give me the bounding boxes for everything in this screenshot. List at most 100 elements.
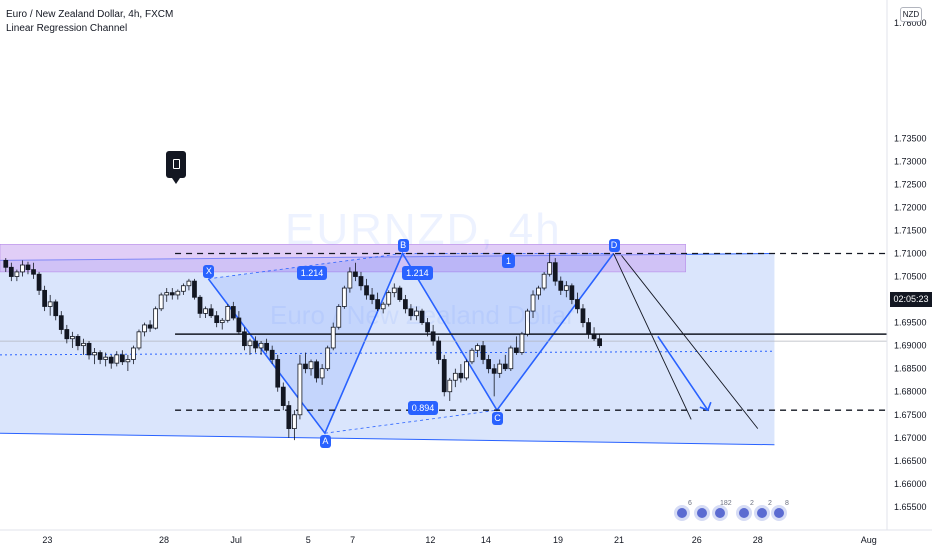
time-axis-label: 7 [350, 535, 355, 545]
price-axis-label: 1.67000 [894, 433, 927, 443]
candle-up [391, 287, 397, 294]
candle-down [25, 264, 31, 271]
candle-up [497, 363, 503, 374]
candle-down [552, 262, 558, 282]
event-icon-6[interactable] [770, 504, 788, 522]
resistance-zone [0, 244, 686, 273]
economic-events[interactable]: 6 182 2 2 8 [673, 500, 793, 524]
candle-down [591, 333, 597, 340]
last-price-countdown: 02:05:23 [890, 292, 932, 307]
ratio-label[interactable]: 0.894 [407, 400, 439, 415]
symbol-title[interactable]: Euro / New Zealand Dollar, 4h, FXCM [6, 9, 174, 20]
candle-down [358, 276, 364, 287]
candle-down [119, 354, 125, 363]
candle-down [436, 340, 442, 360]
time-axis-label: 23 [42, 535, 52, 545]
ratio-label[interactable]: 1.214 [296, 265, 328, 280]
time-axis-label: 21 [614, 535, 624, 545]
candle-down [425, 322, 430, 333]
candle-down [402, 299, 408, 310]
candle-up [464, 361, 469, 379]
candle-down [502, 363, 508, 370]
candle-up [258, 342, 264, 349]
candle-up [125, 359, 131, 363]
candle-down [64, 329, 70, 340]
price-axis-label: 1.68500 [894, 364, 927, 374]
price-axis-label: 1.68000 [894, 387, 927, 397]
candle-down [280, 386, 286, 406]
candle-down [3, 259, 9, 268]
event-icon-2[interactable] [693, 504, 711, 522]
candle-up [47, 301, 53, 307]
candle-up [203, 308, 208, 314]
candle-up [530, 294, 536, 312]
candle-down [42, 289, 48, 307]
candle-up [225, 306, 231, 321]
candle-up [380, 303, 386, 310]
candle-up [70, 336, 75, 340]
candle-down [580, 308, 586, 324]
event-count-4: 2 [768, 500, 772, 507]
pattern-point-x[interactable]: X [203, 264, 215, 278]
event-icon-5[interactable] [753, 504, 771, 522]
candle-down [514, 347, 519, 353]
indicator-name[interactable]: Linear Regression Channel [6, 23, 128, 34]
candle-up [219, 319, 225, 324]
price-axis-label: 1.66500 [894, 456, 927, 466]
pattern-point-c[interactable]: C [491, 412, 503, 426]
candle-up [536, 287, 541, 296]
candle-up [175, 290, 181, 296]
event-count-1: 6 [688, 500, 692, 507]
price-axis-label: 1.71000 [894, 248, 927, 258]
candle-down [253, 340, 258, 349]
candle-up [136, 331, 142, 349]
pattern-point-a[interactable]: A [319, 435, 331, 449]
candle-down [286, 405, 292, 430]
event-icon-3[interactable] [711, 504, 729, 522]
channel-mid-line [0, 350, 775, 356]
candle-down [569, 285, 575, 300]
candle-down [169, 292, 175, 296]
ratio-label[interactable]: 1.214 [402, 265, 433, 280]
candle-up [142, 324, 147, 333]
symbol-watermark-sub: Euro / New Zealand Dollar [270, 300, 575, 330]
candle-down [586, 322, 591, 335]
pattern-point-d[interactable]: D [608, 239, 620, 253]
candle-up [103, 356, 109, 360]
candle-up [330, 326, 336, 349]
candle-up [186, 280, 192, 287]
projection-line-2 [621, 255, 759, 429]
candle-down [314, 361, 319, 379]
candle-down [75, 336, 81, 347]
projection-arrowhead [699, 401, 712, 412]
candle-up [519, 333, 525, 353]
candle-up [81, 342, 86, 347]
time-axis-label: Aug [861, 535, 877, 545]
candle-up [475, 345, 480, 351]
time-axis-label: 12 [425, 535, 435, 545]
candle-up [469, 349, 475, 363]
candle-up [153, 308, 158, 329]
channel-lower-line [0, 432, 775, 446]
candle-down [147, 324, 153, 329]
signal-marker-icon[interactable] [166, 151, 186, 184]
time-axis-label: 19 [553, 535, 563, 545]
candle-down [86, 342, 92, 356]
price-axis-label: 1.72000 [894, 202, 927, 212]
event-icon-1[interactable] [673, 504, 691, 522]
candle-up [386, 292, 392, 305]
candle-down [8, 266, 14, 277]
event-icon-4[interactable] [735, 504, 753, 522]
candle-down [53, 301, 59, 317]
candle-down [375, 299, 380, 310]
candle-down [491, 368, 497, 374]
ratio-line-ac [324, 409, 498, 434]
currency-button[interactable]: NZD [900, 7, 922, 22]
candle-down [558, 280, 564, 291]
ratio-label[interactable]: 1 [502, 254, 516, 269]
candle-down [269, 349, 275, 360]
price-axis-label: 1.76000 [894, 18, 927, 28]
pattern-point-b[interactable]: B [397, 239, 409, 253]
